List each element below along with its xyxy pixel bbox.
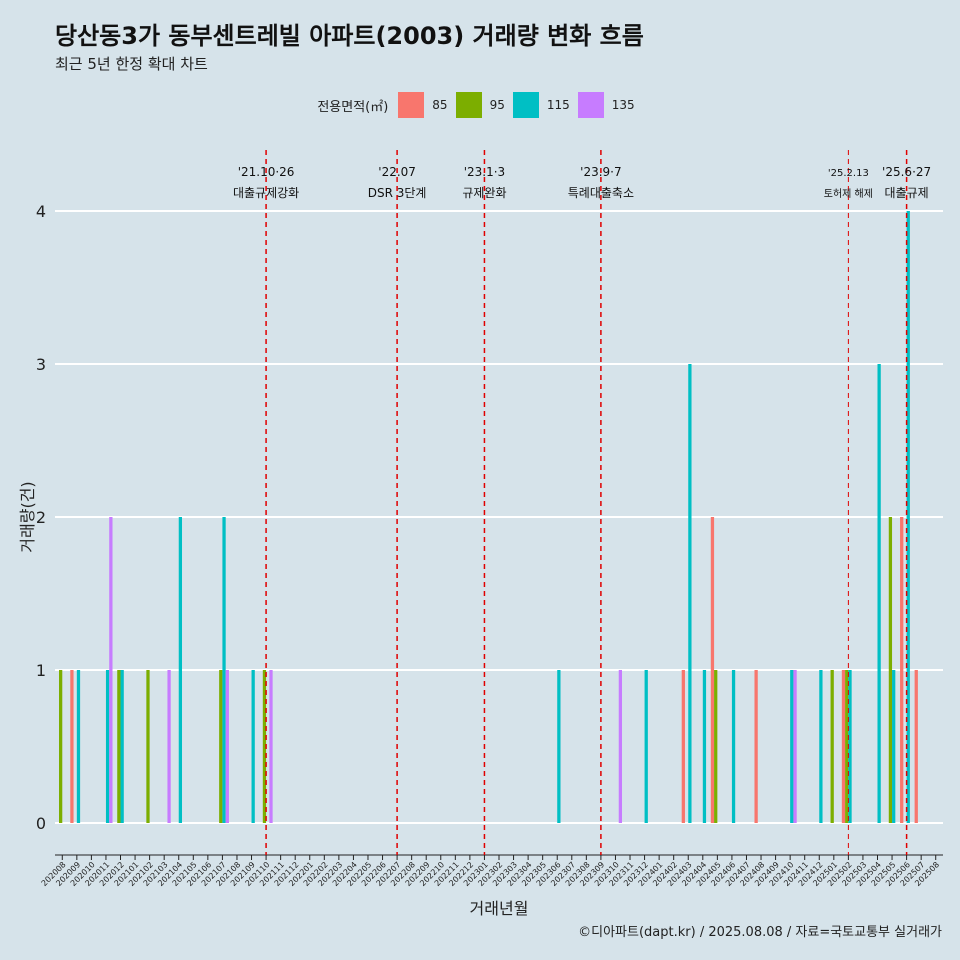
bar-115 bbox=[731, 670, 736, 823]
bar-115 bbox=[105, 670, 110, 823]
bar-95 bbox=[830, 670, 834, 823]
event-date-label: '23.9·7 bbox=[580, 165, 621, 179]
bar-135 bbox=[618, 670, 623, 823]
event-text-label: 토허제 해제 bbox=[824, 187, 873, 200]
y-axis-title: 거래량(건) bbox=[18, 481, 37, 552]
bar-85 bbox=[70, 670, 74, 823]
bar-115 bbox=[688, 364, 692, 823]
legend-label: 95 bbox=[489, 98, 505, 112]
legend-label: 135 bbox=[611, 98, 635, 112]
event-date-label: '21.10·26 bbox=[238, 165, 295, 179]
legend-swatch bbox=[577, 92, 604, 118]
bar-115 bbox=[790, 670, 794, 823]
x-axis-title: 거래년월 bbox=[470, 899, 529, 918]
bar-95 bbox=[146, 670, 150, 823]
bar-115 bbox=[222, 517, 226, 823]
legend-label: 115 bbox=[546, 98, 570, 112]
bar-115 bbox=[848, 670, 852, 823]
legend-swatch bbox=[512, 92, 539, 118]
bar-115 bbox=[251, 670, 255, 823]
bar-95 bbox=[117, 670, 121, 823]
event-date-label: '25.2.13 bbox=[828, 168, 869, 179]
legend-label: 85 bbox=[432, 98, 448, 112]
legend-item-95: 95 bbox=[455, 92, 505, 118]
event-date-label: '22.07 bbox=[378, 165, 416, 179]
bar-135 bbox=[225, 670, 229, 823]
bar-115 bbox=[702, 670, 707, 823]
bar-135 bbox=[269, 670, 273, 823]
bar-85 bbox=[914, 670, 918, 823]
bar-85 bbox=[841, 670, 846, 823]
bar-115 bbox=[819, 670, 823, 823]
chart-subtitle: 최근 5년 한정 확대 차트 bbox=[55, 55, 208, 73]
y-tick-label: 3 bbox=[36, 355, 46, 374]
bar-85 bbox=[754, 670, 758, 823]
legend-item-115: 115 bbox=[512, 92, 570, 118]
bar-115 bbox=[644, 670, 648, 823]
legend-title: 전용면적(㎡) bbox=[317, 99, 389, 115]
y-tick-label: 0 bbox=[36, 814, 46, 833]
legend-item-85: 85 bbox=[398, 92, 448, 118]
bar-135 bbox=[109, 517, 113, 823]
bar-135 bbox=[167, 670, 171, 823]
legend-swatch bbox=[398, 92, 425, 118]
event-text-label: DSR 3단계 bbox=[368, 186, 427, 200]
chart-title: 당산동3가 동부센트레빌 아파트(2003) 거래량 변화 흐름 bbox=[55, 22, 644, 50]
chart-caption: ©디아파트(dapt.kr) / 2025.08.08 / 자료=국토교통부 실… bbox=[578, 925, 942, 940]
bar-115 bbox=[877, 364, 881, 823]
bar-95 bbox=[888, 517, 893, 823]
event-date-label: '25.6·27 bbox=[882, 165, 931, 179]
bar-115 bbox=[178, 517, 183, 823]
bar-95 bbox=[845, 670, 849, 823]
bar-85 bbox=[710, 517, 715, 823]
event-text-label: 특례대출축소 bbox=[568, 186, 634, 200]
bar-95 bbox=[714, 670, 718, 823]
bar-85 bbox=[900, 517, 904, 823]
y-tick-label: 4 bbox=[36, 202, 46, 221]
y-tick-label: 2 bbox=[36, 508, 46, 527]
bar-115 bbox=[557, 670, 561, 823]
legend: 전용면적(㎡) 85 95 115 135 bbox=[0, 92, 960, 118]
bar-115 bbox=[892, 670, 896, 823]
legend-item-135: 135 bbox=[577, 92, 635, 118]
y-tick-label: 1 bbox=[36, 661, 46, 680]
bar-85 bbox=[681, 670, 685, 823]
event-date-label: '23.1·3 bbox=[464, 165, 505, 179]
bar-115 bbox=[120, 670, 124, 823]
bar-115 bbox=[906, 211, 910, 823]
bar-95 bbox=[262, 670, 267, 823]
bar-95 bbox=[219, 670, 223, 823]
legend-swatch bbox=[455, 92, 482, 118]
event-text-label: 대출규제강화 bbox=[233, 186, 299, 200]
event-text-label: 규제완화 bbox=[462, 186, 506, 200]
bar-135 bbox=[793, 670, 797, 823]
bar-115 bbox=[76, 670, 81, 823]
bar-95 bbox=[59, 670, 63, 823]
event-text-label: 대출규제 bbox=[885, 186, 929, 200]
